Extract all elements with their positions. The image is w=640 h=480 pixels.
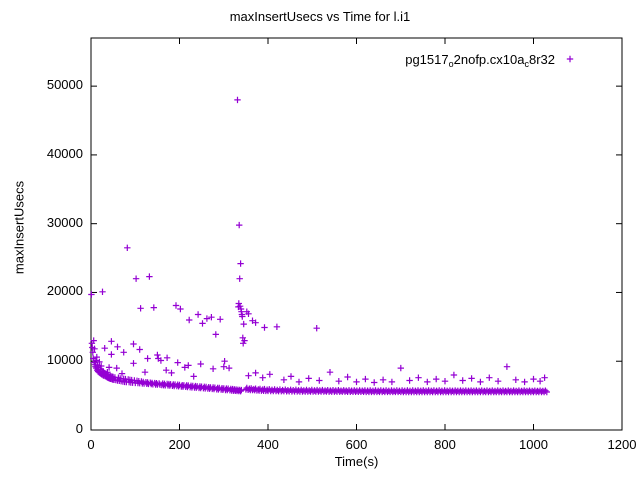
x-axis-label: Time(s) [334,454,379,469]
scatter-series [88,96,550,396]
y-axis-label: maxInsertUsecs [11,180,27,275]
legend-sample-marker [566,55,574,63]
chart-title: maxInsertUsecs vs Time for l.i1 [229,9,411,24]
plot-border [90,37,623,431]
scatter-markers [88,96,550,396]
legend-entry-label: pg1517o2nofp.cx10ac8r32 [405,52,555,69]
